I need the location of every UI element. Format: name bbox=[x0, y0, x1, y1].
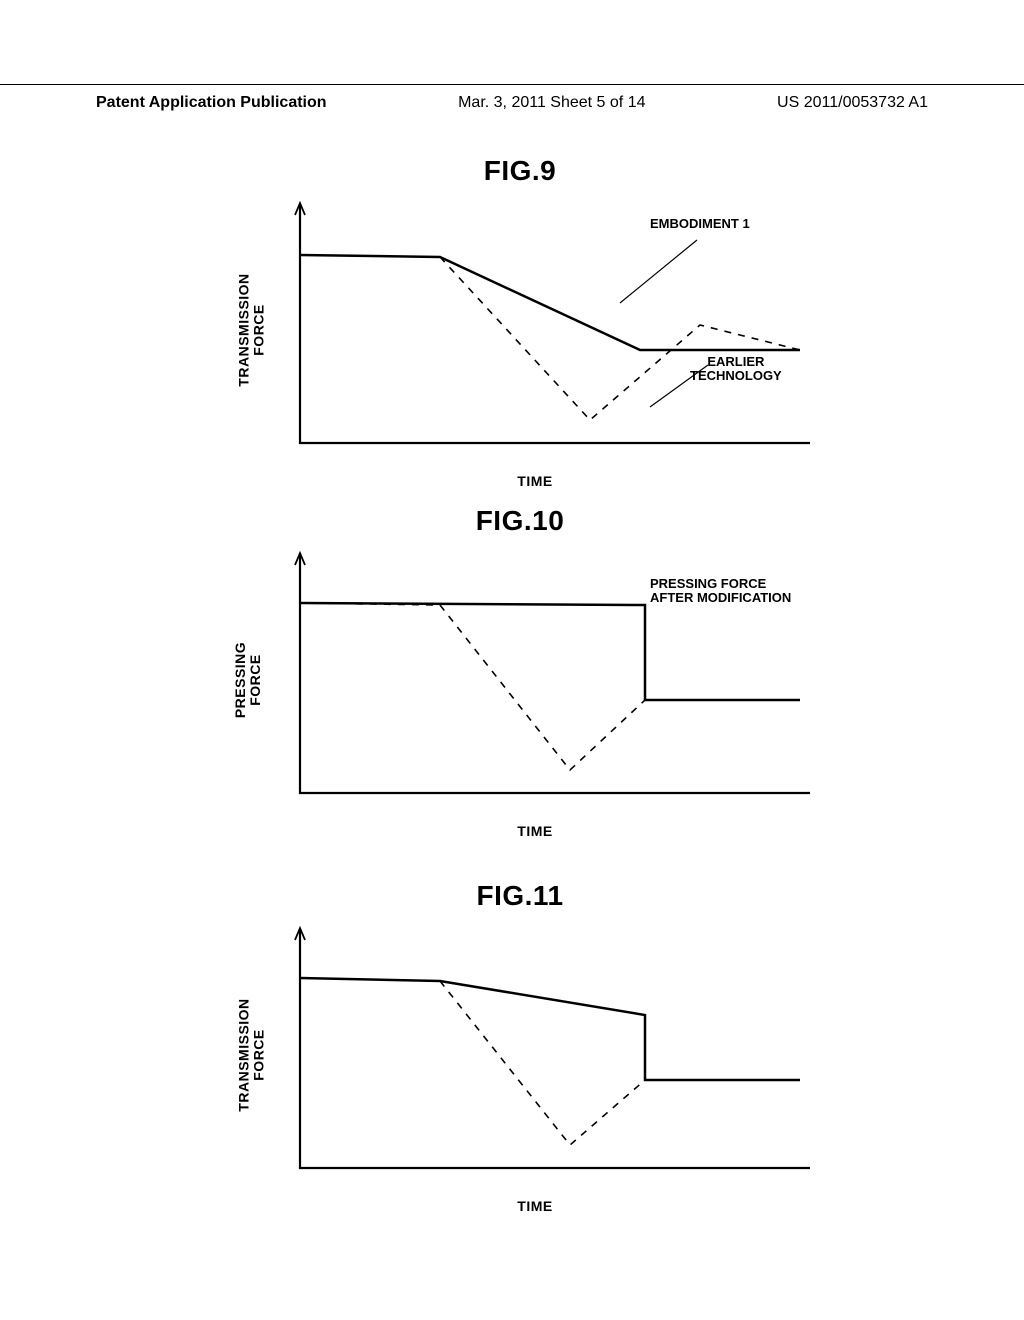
chart-10-ylabel: PRESSING FORCE bbox=[233, 642, 264, 718]
chart-9-xlabel: TIME bbox=[517, 473, 552, 489]
annotation-pressing-force-after: PRESSING FORCE AFTER MODIFICATION bbox=[650, 577, 791, 606]
figure-10: FIG.10 PRESSING FORCE TIME PRESSING FORC… bbox=[180, 505, 860, 815]
figure-9: FIG.9 TRANSMISSION FORCE TIME EMBODIMENT… bbox=[180, 155, 860, 465]
chart-11-xlabel: TIME bbox=[517, 1198, 552, 1214]
header-left: Patent Application Publication bbox=[96, 94, 327, 112]
chart-11-ylabel: TRANSMISSION FORCE bbox=[236, 998, 267, 1111]
header-center: Mar. 3, 2011 Sheet 5 of 14 bbox=[458, 94, 645, 112]
annotation-earlier-technology: EARLIER TECHNOLOGY bbox=[690, 355, 782, 384]
page-header: Patent Application Publication Mar. 3, 2… bbox=[0, 84, 1024, 112]
figure-11-title: FIG.11 bbox=[180, 880, 860, 912]
chart-11: TRANSMISSION FORCE TIME bbox=[250, 920, 820, 1190]
chart-10: PRESSING FORCE TIME PRESSING FORCE AFTER… bbox=[250, 545, 820, 815]
header-right: US 2011/0053732 A1 bbox=[777, 94, 928, 112]
chart-10-xlabel: TIME bbox=[517, 823, 552, 839]
chart-9: TRANSMISSION FORCE TIME EMBODIMENT 1 EAR… bbox=[250, 195, 820, 465]
figure-10-title: FIG.10 bbox=[180, 505, 860, 537]
figure-9-title: FIG.9 bbox=[180, 155, 860, 187]
chart-9-svg bbox=[250, 195, 820, 465]
chart-11-svg bbox=[250, 920, 820, 1190]
figure-11: FIG.11 TRANSMISSION FORCE TIME bbox=[180, 880, 860, 1190]
annotation-embodiment-1: EMBODIMENT 1 bbox=[650, 217, 750, 231]
chart-9-ylabel: TRANSMISSION FORCE bbox=[236, 273, 267, 386]
